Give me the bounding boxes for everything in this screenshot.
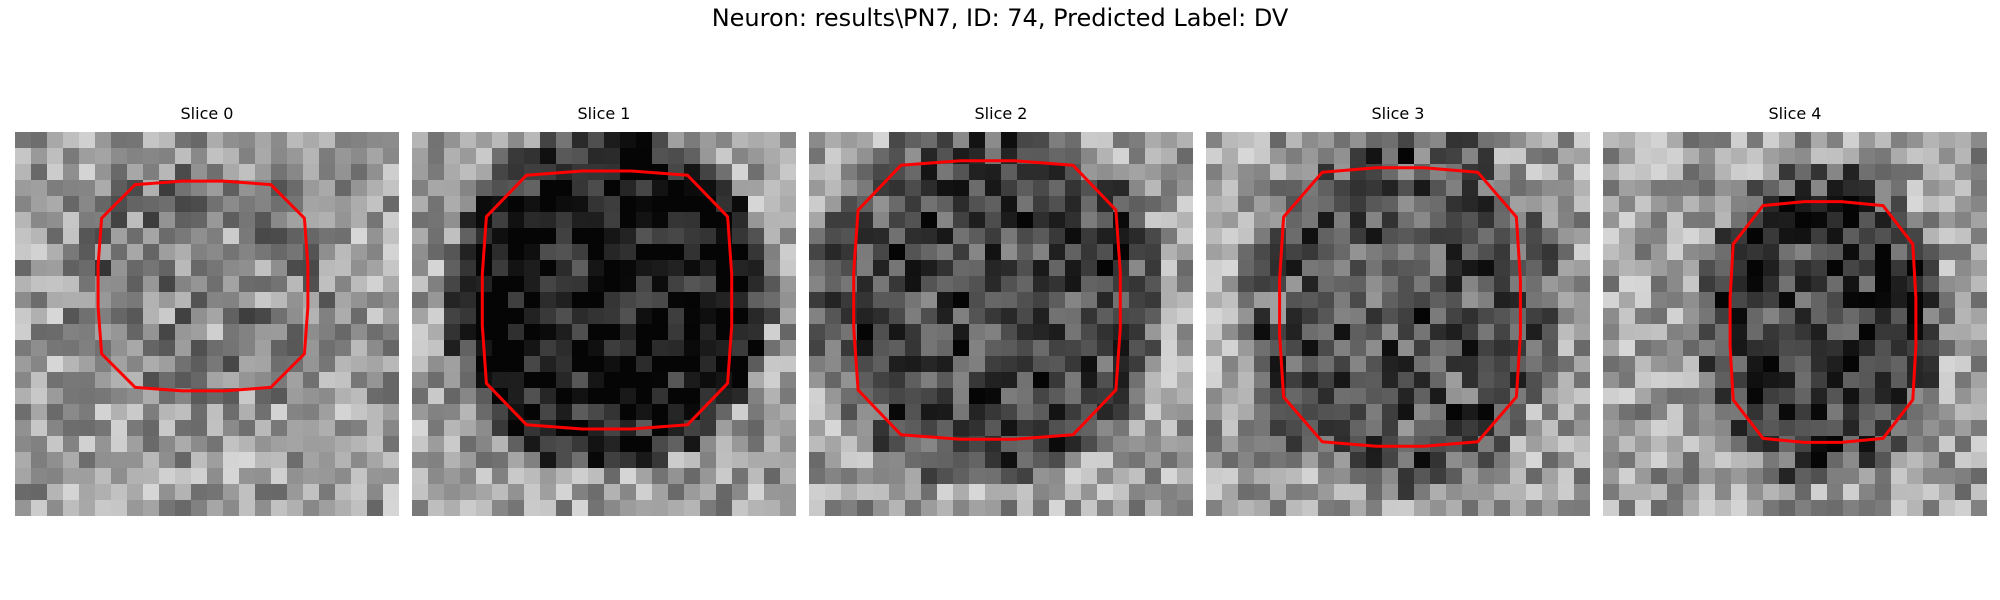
slice-image-3 [1206,132,1590,516]
slice-title-2: Slice 2 [974,104,1028,123]
segmentation-contour-2 [852,159,1122,441]
slice-title-4: Slice 4 [1768,104,1822,123]
slice-image-2 [809,132,1193,516]
segmentation-contour-0 [96,179,310,393]
slice-title-1: Slice 1 [577,104,631,123]
slice-image-4 [1603,132,1987,516]
slice-panel-3: Slice 3 [1206,104,1590,516]
slice-panel-0: Slice 0 [15,104,399,516]
figure-title: Neuron: results\PN7, ID: 74, Predicted L… [711,4,1289,32]
segmentation-contour-4 [1728,200,1918,444]
segmentation-contour-1 [480,169,734,431]
slice-panel-1: Slice 1 [412,104,796,516]
slice-title-0: Slice 0 [180,104,234,123]
slice-image-1 [412,132,796,516]
slice-image-0 [15,132,399,516]
segmentation-contour-3 [1278,166,1522,448]
slice-panel-2: Slice 2 [809,104,1193,516]
slice-title-3: Slice 3 [1371,104,1425,123]
slice-panel-4: Slice 4 [1603,104,1987,516]
